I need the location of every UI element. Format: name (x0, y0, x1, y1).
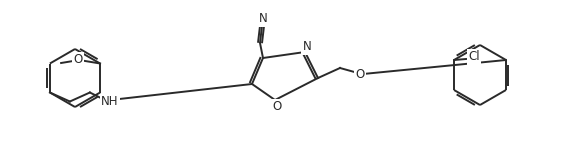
Text: NH: NH (101, 95, 118, 108)
Text: O: O (355, 67, 365, 81)
Text: O: O (73, 53, 83, 66)
Text: N: N (258, 12, 268, 25)
Text: Cl: Cl (468, 50, 480, 63)
Text: O: O (272, 101, 281, 114)
Text: N: N (303, 40, 312, 53)
